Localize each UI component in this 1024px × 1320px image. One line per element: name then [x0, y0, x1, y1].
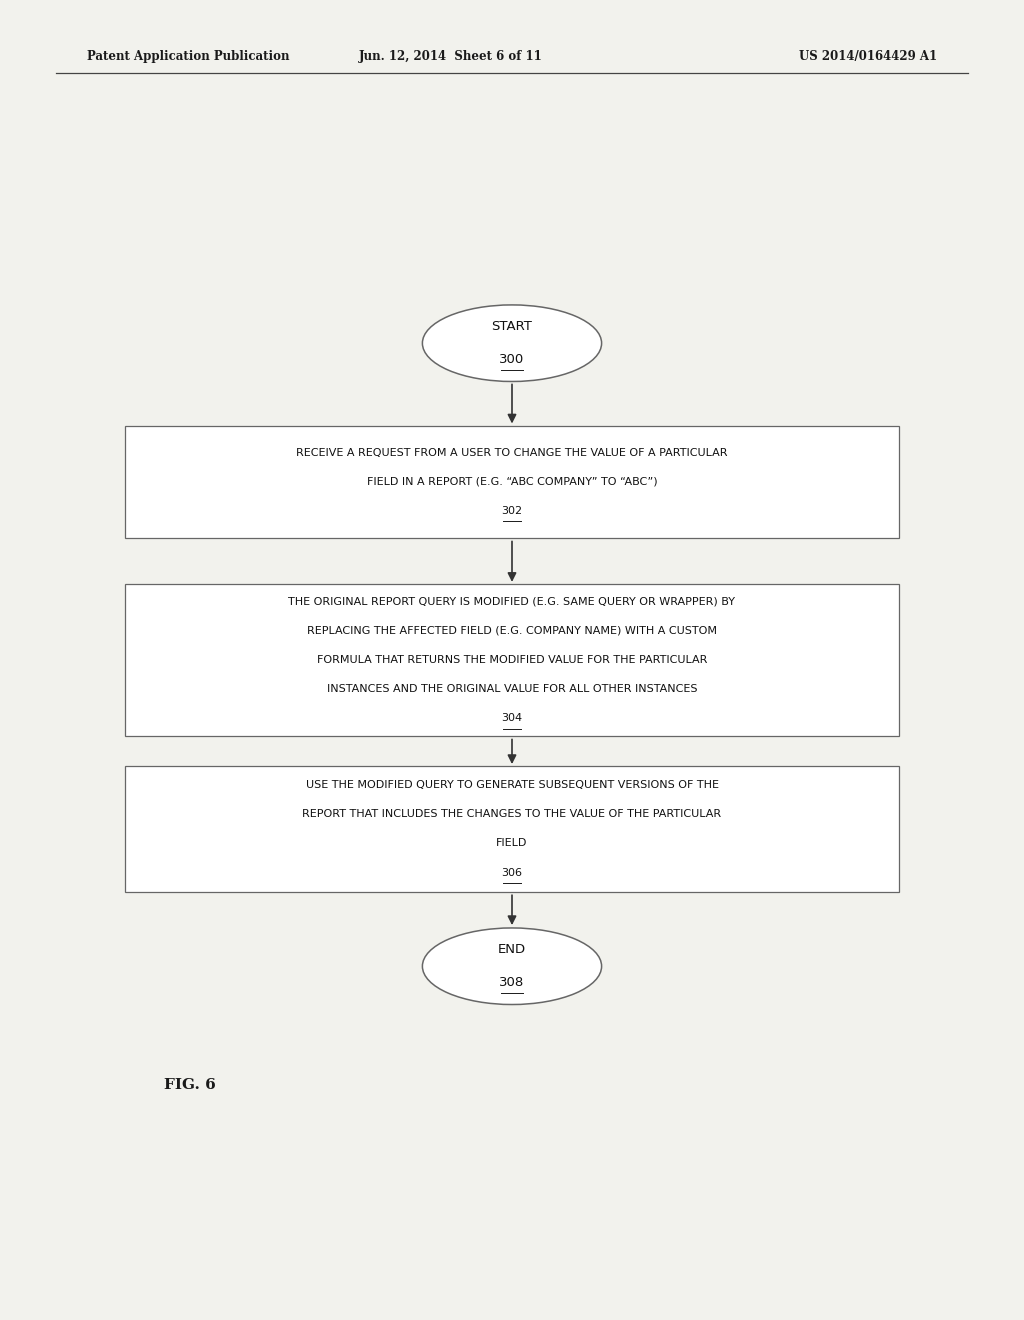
Text: 308: 308 — [500, 977, 524, 989]
Text: START: START — [492, 321, 532, 333]
Text: FORMULA THAT RETURNS THE MODIFIED VALUE FOR THE PARTICULAR: FORMULA THAT RETURNS THE MODIFIED VALUE … — [316, 655, 708, 665]
Text: FIELD IN A REPORT (E.G. “ABC COMPANY” TO “ABC”): FIELD IN A REPORT (E.G. “ABC COMPANY” TO… — [367, 477, 657, 487]
Text: FIELD: FIELD — [497, 838, 527, 849]
Text: 304: 304 — [502, 713, 522, 723]
Text: US 2014/0164429 A1: US 2014/0164429 A1 — [799, 50, 937, 63]
Text: FIG. 6: FIG. 6 — [164, 1078, 216, 1092]
Text: RECEIVE A REQUEST FROM A USER TO CHANGE THE VALUE OF A PARTICULAR: RECEIVE A REQUEST FROM A USER TO CHANGE … — [296, 447, 728, 458]
Text: REPORT THAT INCLUDES THE CHANGES TO THE VALUE OF THE PARTICULAR: REPORT THAT INCLUDES THE CHANGES TO THE … — [302, 809, 722, 820]
Text: Jun. 12, 2014  Sheet 6 of 11: Jun. 12, 2014 Sheet 6 of 11 — [358, 50, 543, 63]
Text: 306: 306 — [502, 867, 522, 878]
Text: REPLACING THE AFFECTED FIELD (E.G. COMPANY NAME) WITH A CUSTOM: REPLACING THE AFFECTED FIELD (E.G. COMPA… — [307, 626, 717, 636]
Text: Patent Application Publication: Patent Application Publication — [87, 50, 290, 63]
Text: THE ORIGINAL REPORT QUERY IS MODIFIED (E.G. SAME QUERY OR WRAPPER) BY: THE ORIGINAL REPORT QUERY IS MODIFIED (E… — [289, 597, 735, 607]
Text: 300: 300 — [500, 354, 524, 366]
Ellipse shape — [422, 305, 602, 381]
Text: USE THE MODIFIED QUERY TO GENERATE SUBSEQUENT VERSIONS OF THE: USE THE MODIFIED QUERY TO GENERATE SUBSE… — [305, 780, 719, 791]
Ellipse shape — [422, 928, 602, 1005]
FancyBboxPatch shape — [125, 425, 899, 539]
Text: INSTANCES AND THE ORIGINAL VALUE FOR ALL OTHER INSTANCES: INSTANCES AND THE ORIGINAL VALUE FOR ALL… — [327, 684, 697, 694]
FancyBboxPatch shape — [125, 766, 899, 892]
FancyBboxPatch shape — [125, 583, 899, 737]
Text: END: END — [498, 944, 526, 956]
Text: 302: 302 — [502, 506, 522, 516]
